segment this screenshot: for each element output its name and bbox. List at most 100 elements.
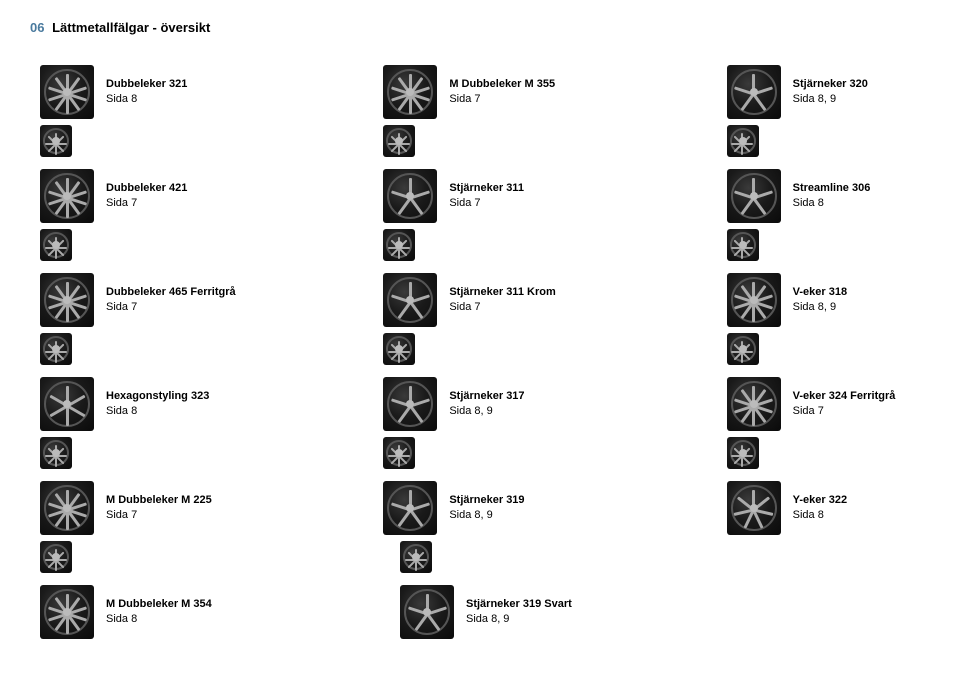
wheel-page-ref: Sida 7 xyxy=(106,508,212,523)
wheel-thumbnail xyxy=(727,229,759,261)
wheel-page-ref: Sida 7 xyxy=(449,300,555,315)
wheel-label: Stjärneker 319 SvartSida 8, 9 xyxy=(466,585,572,627)
wheel-label: M Dubbeleker M 355Sida 7 xyxy=(449,65,555,107)
wheel-icon xyxy=(730,336,756,362)
wheel-icon xyxy=(386,232,412,258)
wheel-thumbnail xyxy=(383,169,437,223)
wheel-cell-thumb-only xyxy=(383,229,586,261)
wheel-label: Stjärneker 311Sida 7 xyxy=(449,169,524,211)
wheel-icon xyxy=(730,128,756,154)
grid-thumb-row xyxy=(30,437,930,469)
wheel-thumbnail xyxy=(40,333,72,365)
wheel-icon xyxy=(387,173,433,219)
wheel-cell: Stjärneker 319Sida 8, 9 xyxy=(383,481,586,535)
wheel-thumbnail xyxy=(40,169,94,223)
wheel-cell-thumb-only xyxy=(727,437,930,469)
wheel-icon xyxy=(731,69,777,115)
wheel-cell-thumb-only xyxy=(400,541,620,573)
wheel-name: Stjärneker 311 xyxy=(449,181,524,196)
wheel-thumbnail xyxy=(400,541,432,573)
wheel-icon xyxy=(731,173,777,219)
wheel-cell-thumb-only xyxy=(40,229,243,261)
wheel-thumbnail xyxy=(383,229,415,261)
wheel-cell: Stjärneker 317Sida 8, 9 xyxy=(383,377,586,431)
wheel-thumbnail xyxy=(727,377,781,431)
wheel-cell-thumb-only xyxy=(727,229,930,261)
wheel-thumbnail xyxy=(383,125,415,157)
wheel-cell: Hexagonstyling 323Sida 8 xyxy=(40,377,243,431)
wheel-page-ref: Sida 7 xyxy=(449,196,524,211)
grid-row: Dubbeleker 321Sida 8M Dubbeleker M 355Si… xyxy=(30,65,930,119)
wheel-icon xyxy=(387,277,433,323)
wheel-icon xyxy=(730,440,756,466)
wheel-icon xyxy=(730,232,756,258)
wheel-cell: Stjärneker 320Sida 8, 9 xyxy=(727,65,930,119)
wheel-name: Dubbeleker 465 Ferritgrå xyxy=(106,285,236,300)
wheel-icon xyxy=(43,232,69,258)
wheel-icon xyxy=(731,381,777,427)
wheel-label: Streamline 306Sida 8 xyxy=(793,169,871,211)
wheel-thumbnail xyxy=(727,333,759,365)
wheel-cell: Stjärneker 319 SvartSida 8, 9 xyxy=(400,585,620,639)
wheel-page-ref: Sida 8, 9 xyxy=(449,508,524,523)
wheel-name: Stjärneker 311 Krom xyxy=(449,285,555,300)
wheel-name: M Dubbeleker M 355 xyxy=(449,77,555,92)
wheel-icon xyxy=(387,485,433,531)
wheel-name: M Dubbeleker M 225 xyxy=(106,493,212,508)
wheel-thumbnail xyxy=(383,273,437,327)
wheel-cell: M Dubbeleker M 225Sida 7 xyxy=(40,481,243,535)
wheel-page-ref: Sida 7 xyxy=(449,92,555,107)
wheel-thumbnail xyxy=(383,481,437,535)
wheel-icon xyxy=(731,277,777,323)
wheel-page-ref: Sida 8, 9 xyxy=(793,92,868,107)
wheel-icon xyxy=(43,336,69,362)
wheel-name: Stjärneker 319 Svart xyxy=(466,597,572,612)
wheel-thumbnail xyxy=(40,541,72,573)
wheel-page-ref: Sida 8 xyxy=(106,404,209,419)
wheel-cell-thumb-only xyxy=(40,125,243,157)
wheel-thumbnail xyxy=(40,229,72,261)
wheel-thumbnail xyxy=(40,437,72,469)
wheel-thumbnail xyxy=(727,481,781,535)
wheel-name: M Dubbeleker M 354 xyxy=(106,597,212,612)
wheel-icon xyxy=(44,277,90,323)
wheel-icon xyxy=(44,69,90,115)
wheel-page-ref: Sida 8, 9 xyxy=(793,300,847,315)
wheel-label: Stjärneker 320Sida 8, 9 xyxy=(793,65,868,107)
wheel-icon xyxy=(404,589,450,635)
wheel-label: Dubbeleker 465 FerritgråSida 7 xyxy=(106,273,236,315)
wheel-thumbnail xyxy=(383,333,415,365)
wheel-page-ref: Sida 8 xyxy=(106,92,187,107)
wheel-cell-thumb-only xyxy=(383,333,586,365)
wheel-cell: Stjärneker 311Sida 7 xyxy=(383,169,586,223)
grid-thumb-row xyxy=(30,125,930,157)
wheel-label: Hexagonstyling 323Sida 8 xyxy=(106,377,209,419)
wheel-icon xyxy=(44,173,90,219)
wheel-cell-thumb-only xyxy=(383,125,586,157)
wheel-thumbnail xyxy=(727,125,759,157)
wheel-cell: Dubbeleker 321Sida 8 xyxy=(40,65,243,119)
grid-row: M Dubbeleker M 354Sida 8 Stjärneker 319 S… xyxy=(30,585,930,639)
wheel-name: Stjärneker 317 xyxy=(449,389,524,404)
wheel-page-ref: Sida 8 xyxy=(793,508,847,523)
wheel-thumbnail xyxy=(40,377,94,431)
wheel-icon xyxy=(387,69,433,115)
wheel-cell-thumb-only xyxy=(40,333,243,365)
wheel-cell: Dubbeleker 465 FerritgråSida 7 xyxy=(40,273,243,327)
wheel-thumbnail xyxy=(40,65,94,119)
wheel-name: Stjärneker 320 xyxy=(793,77,868,92)
wheel-label: Stjärneker 319Sida 8, 9 xyxy=(449,481,524,523)
wheel-thumbnail xyxy=(383,65,437,119)
grid-row: Dubbeleker 465 FerritgråSida 7Stjärneker… xyxy=(30,273,930,327)
wheel-thumbnail xyxy=(40,585,94,639)
wheel-cell-thumb-only xyxy=(727,333,930,365)
wheel-page-ref: Sida 8 xyxy=(793,196,871,211)
wheel-cell-thumb-only xyxy=(40,437,243,469)
wheel-icon xyxy=(386,336,412,362)
wheel-thumbnail xyxy=(727,437,759,469)
wheel-cell: M Dubbeleker M 354Sida 8 xyxy=(40,585,260,639)
wheel-thumbnail xyxy=(727,273,781,327)
wheel-name: Streamline 306 xyxy=(793,181,871,196)
wheel-icon xyxy=(403,544,429,570)
wheel-label: V-eker 318Sida 8, 9 xyxy=(793,273,847,315)
